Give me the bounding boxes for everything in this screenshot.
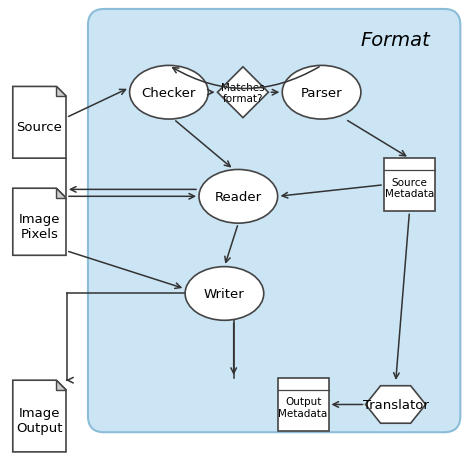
Text: Source: Source: [17, 121, 62, 134]
Text: Format: Format: [361, 31, 430, 50]
Ellipse shape: [130, 66, 208, 120]
Text: Output
Metadata: Output Metadata: [278, 396, 328, 418]
Polygon shape: [13, 87, 66, 159]
Polygon shape: [57, 381, 66, 390]
Polygon shape: [57, 189, 66, 198]
Polygon shape: [57, 87, 66, 97]
Text: Reader: Reader: [215, 190, 262, 203]
Text: Image
Pixels: Image Pixels: [18, 213, 60, 240]
Ellipse shape: [282, 66, 361, 120]
Text: Writer: Writer: [204, 288, 245, 300]
Polygon shape: [13, 189, 66, 256]
FancyBboxPatch shape: [88, 10, 460, 432]
Text: Checker: Checker: [142, 87, 196, 100]
Ellipse shape: [185, 267, 264, 320]
Text: Matches
format?: Matches format?: [221, 82, 265, 103]
Polygon shape: [13, 381, 66, 452]
Polygon shape: [218, 68, 269, 119]
Text: Image
Output: Image Output: [16, 407, 63, 434]
FancyBboxPatch shape: [278, 378, 329, 431]
Text: Parser: Parser: [301, 87, 342, 100]
Text: Source
Metadata: Source Metadata: [385, 177, 434, 199]
Polygon shape: [365, 386, 426, 423]
FancyBboxPatch shape: [384, 159, 435, 212]
Text: Translator: Translator: [362, 398, 429, 411]
Ellipse shape: [199, 170, 278, 224]
